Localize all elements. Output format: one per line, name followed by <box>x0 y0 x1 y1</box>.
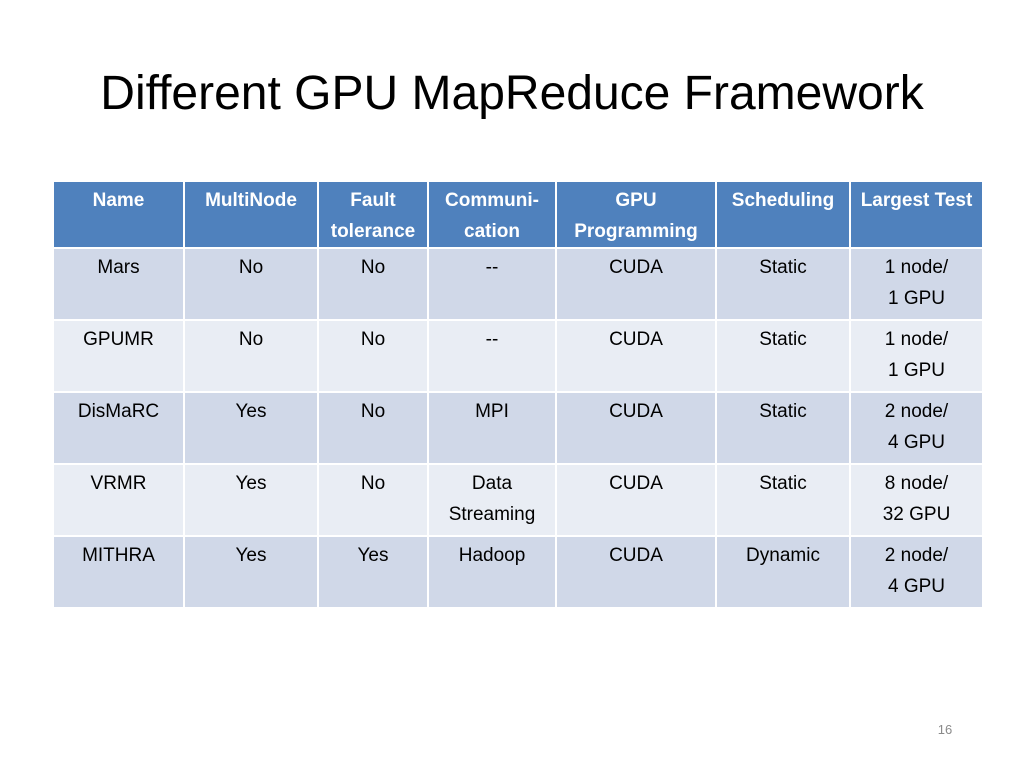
cell-scheduling: Static <box>715 463 851 537</box>
cell-scheduling: Static <box>715 391 851 465</box>
cell-largest-test: 8 node/32 GPU <box>849 463 984 537</box>
cell-multinode: Yes <box>183 391 319 465</box>
cell-largest-test: 2 node/4 GPU <box>849 535 984 609</box>
header-name: Name <box>52 180 185 249</box>
cell-gpu-programming: CUDA <box>555 247 717 321</box>
cell-name: MITHRA <box>52 535 185 609</box>
cell-communication: -- <box>427 247 557 321</box>
cell-scheduling: Dynamic <box>715 535 851 609</box>
cell-gpu-programming: CUDA <box>555 391 717 465</box>
cell-largest-test: 1 node/1 GPU <box>849 319 984 393</box>
cell-scheduling: Static <box>715 247 851 321</box>
cell-gpu-programming: CUDA <box>555 463 717 537</box>
cell-name: Mars <box>52 247 185 321</box>
cell-name: GPUMR <box>52 319 185 393</box>
cell-gpu-programming: CUDA <box>555 535 717 609</box>
cell-fault-tolerance: No <box>317 247 429 321</box>
table-row: MITHRA Yes Yes Hadoop CUDA Dynamic 2 nod… <box>52 535 984 609</box>
table-row: GPUMR No No -- CUDA Static 1 node/1 GPU <box>52 319 984 393</box>
cell-communication: Hadoop <box>427 535 557 609</box>
cell-multinode: Yes <box>183 463 319 537</box>
table-row: Mars No No -- CUDA Static 1 node/1 GPU <box>52 247 984 321</box>
header-multinode: MultiNode <box>183 180 319 249</box>
header-communication: Communi-cation <box>427 180 557 249</box>
cell-largest-test: 2 node/4 GPU <box>849 391 984 465</box>
page-number: 16 <box>937 722 953 737</box>
cell-communication: -- <box>427 319 557 393</box>
cell-gpu-programming: CUDA <box>555 319 717 393</box>
cell-fault-tolerance: No <box>317 391 429 465</box>
header-scheduling: Scheduling <box>715 180 851 249</box>
slide-title: Different GPU MapReduce Framework <box>100 67 924 120</box>
cell-communication: MPI <box>427 391 557 465</box>
cell-multinode: No <box>183 247 319 321</box>
table-row: VRMR Yes No Data Streaming CUDA Static 8 … <box>52 463 984 537</box>
cell-multinode: No <box>183 319 319 393</box>
cell-name: VRMR <box>52 463 185 537</box>
cell-largest-test: 1 node/1 GPU <box>849 247 984 321</box>
framework-comparison-table-wrap: Name MultiNode Fault tolerance Communi-ca… <box>52 180 984 609</box>
cell-fault-tolerance: No <box>317 319 429 393</box>
cell-name: DisMaRC <box>52 391 185 465</box>
header-fault-tolerance: Fault tolerance <box>317 180 429 249</box>
table-row: DisMaRC Yes No MPI CUDA Static 2 node/4 … <box>52 391 984 465</box>
cell-scheduling: Static <box>715 319 851 393</box>
cell-fault-tolerance: Yes <box>317 535 429 609</box>
framework-comparison-table: Name MultiNode Fault tolerance Communi-ca… <box>52 180 984 609</box>
header-largest-test: Largest Test <box>849 180 984 249</box>
cell-multinode: Yes <box>183 535 319 609</box>
cell-communication: Data Streaming <box>427 463 557 537</box>
header-gpu-programming: GPU Programming <box>555 180 717 249</box>
cell-fault-tolerance: No <box>317 463 429 537</box>
table-header-row: Name MultiNode Fault tolerance Communi-ca… <box>52 180 984 249</box>
